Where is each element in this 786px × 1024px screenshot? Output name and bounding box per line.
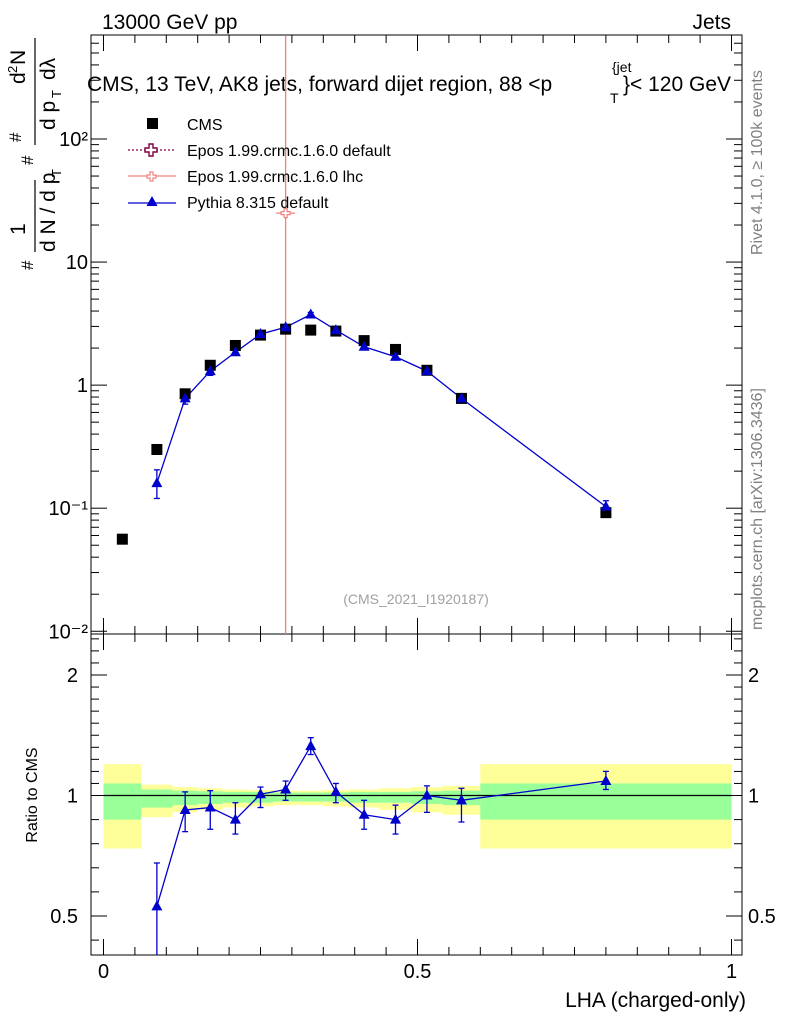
- pythia-point: [229, 346, 241, 357]
- main-y-tick-label: 10²: [59, 129, 88, 151]
- main-data: [116, 36, 612, 634]
- pythia-line: [156, 313, 607, 508]
- cms-point: [116, 533, 128, 545]
- ylabel-one: 1: [7, 223, 30, 235]
- cms-point: [600, 507, 612, 519]
- pythia-point: [280, 321, 292, 332]
- ratio-pythia-point: [179, 803, 191, 814]
- cms-point: [229, 339, 241, 351]
- ratio-pythia-point: [151, 900, 163, 911]
- legend-label-cms: CMS: [187, 117, 223, 134]
- ylabel-t-sub-1: T: [49, 169, 64, 177]
- ylabel-dlambda: dλ: [37, 57, 60, 80]
- ratio-axes: 0 0.5 1 0.5 0.5 1 1 2 2: [50, 634, 776, 983]
- pythia-point: [255, 328, 266, 339]
- ratio-pythia-point: [358, 808, 370, 819]
- legend-label-pythia: Pythia 8.315 default: [187, 195, 329, 212]
- pythia-point: [179, 392, 191, 403]
- ratio-x-tick-label: 0: [98, 961, 109, 983]
- epos-lhc-point: [280, 207, 291, 219]
- chart-title: CMS, 13 TeV, AK8 jets, forward dijet reg…: [87, 73, 552, 96]
- ylabel-t-sub-2: T: [49, 90, 64, 98]
- x-axis-label: LHA (charged-only): [565, 989, 746, 1012]
- pythia-point: [330, 324, 342, 335]
- legend-label-epos-lhc: Epos 1.99.crmc.1.6.0 lhc: [187, 169, 363, 186]
- cms-point: [151, 443, 163, 455]
- mcplots-label: mcplots.cern.ch [arXiv:1306.3436]: [749, 388, 766, 630]
- pythia-point: [151, 477, 163, 488]
- ratio-pythia-point: [255, 788, 266, 799]
- ratio-y-tick-label: 2: [67, 665, 78, 687]
- stat-band-segment: [298, 792, 324, 802]
- ratio-y-tick-label-right: 0.5: [748, 906, 776, 928]
- ratio-x-tick-label: 1: [726, 961, 737, 983]
- legend-label-epos-default: Epos 1.99.crmc.1.6.0 default: [187, 143, 391, 160]
- ylabel-dpt: d p: [37, 101, 60, 130]
- stat-band-segment: [141, 789, 173, 808]
- ratio-x-tick-label: 0.5: [404, 961, 432, 983]
- ratio-pythia-point: [204, 801, 216, 812]
- stat-band-segment: [348, 791, 380, 803]
- legend: CMS Epos 1.99.crmc.1.6.0 default Epos 1.…: [128, 117, 391, 212]
- cms-point: [390, 343, 402, 355]
- stat-band-segment: [379, 791, 412, 803]
- legend-marker-cms: [147, 118, 158, 129]
- chart-title-tail: }< 120 GeV: [623, 73, 731, 96]
- ylabel-hash-1: #: [18, 260, 37, 270]
- chart-title-sup: {jet: [612, 59, 632, 75]
- ratio-uncertainty-bands: [103, 764, 732, 849]
- pythia-point: [455, 392, 467, 403]
- ratio-pythia-point: [330, 785, 342, 796]
- chart-title-main: CMS, 13 TeV, AK8 jets, forward dijet reg…: [87, 73, 552, 96]
- pythia-point: [390, 350, 402, 361]
- ylabel-dn-dpt: d N / d p: [37, 173, 60, 252]
- ylabel-sup-2: 2: [5, 66, 20, 73]
- ratio-data: [151, 737, 612, 955]
- main-y-tick-label: 1: [77, 375, 88, 397]
- ratio-y-tick-label-right: 1: [748, 786, 759, 808]
- ratio-pythia-point: [455, 794, 467, 805]
- chart-title-sub: T: [610, 90, 619, 106]
- main-y-tick-label: 10: [66, 252, 88, 274]
- main-axes: 10⁻² 10⁻¹ 1 10 10²: [49, 34, 742, 643]
- ratio-y-tick-label: 1: [67, 786, 78, 808]
- pythia-point: [600, 500, 612, 511]
- legend-marker-pythia: [146, 196, 158, 206]
- reference-label: (CMS_2021_I1920187): [343, 591, 489, 607]
- cms-point: [305, 324, 317, 336]
- rivet-label: Rivet 4.1.0, ≥ 100k events: [749, 70, 766, 255]
- ratio-y-tick-label-right: 2: [748, 665, 759, 687]
- ylabel-d2n: d: [7, 72, 30, 84]
- header-right: Jets: [692, 11, 731, 34]
- ratio-pythia-point: [421, 789, 433, 800]
- stat-band-segment: [222, 791, 248, 803]
- pythia-point: [305, 308, 317, 319]
- ratio-y-axis-label: Ratio to CMS: [24, 747, 41, 842]
- main-y-tick-label: 10⁻²: [49, 621, 89, 643]
- main-y-axis-label: # 1 d N / d p T # d 2 N # d p T dλ: [5, 38, 64, 270]
- ratio-panel-frame: [90, 633, 743, 956]
- cms-point: [358, 335, 370, 347]
- ratio-pythia-point: [280, 783, 292, 794]
- pythia-point: [204, 365, 216, 376]
- stat-band-segment: [103, 783, 142, 820]
- ratio-pythia-point: [390, 813, 402, 824]
- ratio-y-tick-label: 0.5: [50, 906, 78, 928]
- ylabel-n: N: [7, 50, 30, 65]
- ratio-pythia-point: [600, 775, 612, 786]
- pythia-point: [358, 340, 370, 351]
- ratio-pythia-point: [229, 813, 241, 824]
- ratio-pythia-point: [305, 740, 317, 751]
- ylabel-hash-3: #: [6, 132, 25, 142]
- header-left: 13000 GeV pp: [102, 11, 237, 34]
- legend-marker-epos-default: [144, 143, 158, 157]
- legend-marker-epos-lhc: [146, 171, 157, 182]
- main-y-tick-label: 10⁻¹: [49, 498, 89, 520]
- pythia-point: [421, 365, 433, 376]
- ylabel-hash-2: #: [18, 155, 37, 165]
